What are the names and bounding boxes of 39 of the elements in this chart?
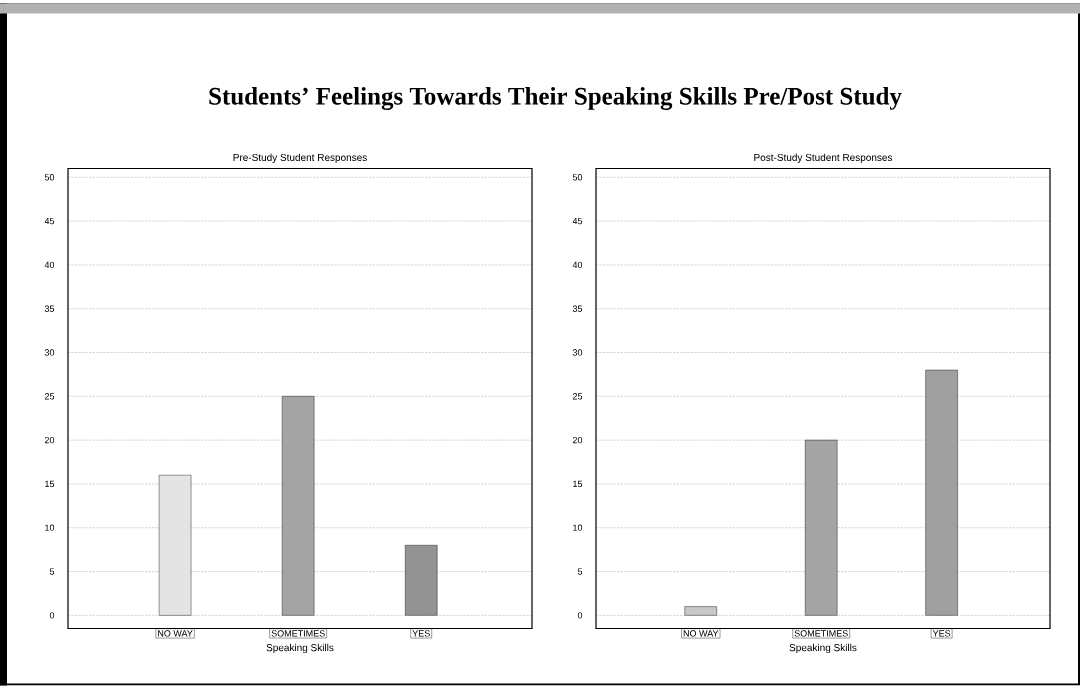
y-tick-label: 35 bbox=[44, 305, 55, 312]
y-tick-label: 50 bbox=[44, 174, 55, 181]
y-tick-label: 30 bbox=[44, 349, 55, 356]
x-tick-label: YES bbox=[932, 630, 951, 637]
y-tick-label: 20 bbox=[572, 436, 583, 444]
y-tick-label: 30 bbox=[572, 349, 583, 356]
x-tick-label: NO WAY bbox=[683, 630, 719, 637]
bar bbox=[805, 439, 838, 616]
x-tick-label: SOMETIMES bbox=[271, 630, 325, 637]
y-tick-label: 40 bbox=[572, 261, 583, 269]
y-tick-label: 50 bbox=[572, 174, 583, 181]
x-axis-title: Speaking Skills bbox=[789, 643, 857, 654]
chart-subtitle: Pre-Study Student Responses bbox=[233, 153, 367, 163]
bar bbox=[684, 606, 717, 616]
y-tick-label: 15 bbox=[573, 480, 583, 488]
y-tick-label: 10 bbox=[573, 524, 583, 531]
y-tick-label: 45 bbox=[572, 217, 583, 225]
bar bbox=[405, 545, 438, 616]
y-tick-label: 0 bbox=[49, 612, 55, 619]
x-tick-label: YES bbox=[412, 630, 430, 637]
bar bbox=[925, 369, 958, 616]
y-tick-label: 5 bbox=[577, 568, 583, 575]
y-tick-label: 0 bbox=[577, 612, 583, 619]
x-tick-label: NO WAY bbox=[158, 630, 193, 637]
y-tick-label: 25 bbox=[44, 393, 55, 400]
x-tick-label: SOMETIMES bbox=[794, 630, 848, 637]
y-tick-label: 10 bbox=[45, 524, 55, 531]
y-tick-label: 35 bbox=[572, 305, 583, 312]
chart-title: Post-Study Student Responses bbox=[754, 153, 893, 163]
y-tick-label: 25 bbox=[572, 393, 583, 400]
x-axis-title: Speaking Skills bbox=[266, 643, 334, 654]
bar bbox=[281, 396, 315, 616]
y-tick-label: 20 bbox=[44, 436, 55, 444]
y-tick-label: 15 bbox=[45, 480, 55, 488]
bar bbox=[158, 474, 192, 616]
chart-title: Students’ Feelings Towards Their Speaking Skills Pre/Post Study bbox=[209, 87, 902, 110]
y-tick-label: 45 bbox=[44, 217, 55, 225]
y-tick-label: 40 bbox=[44, 261, 55, 269]
y-tick-label: 5 bbox=[49, 568, 55, 575]
